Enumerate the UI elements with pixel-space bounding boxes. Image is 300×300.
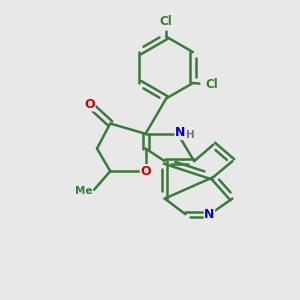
- Text: O: O: [140, 165, 151, 178]
- Text: Me: Me: [75, 186, 92, 196]
- Text: N: N: [204, 208, 215, 221]
- Text: O: O: [84, 98, 95, 111]
- Text: Cl: Cl: [160, 15, 172, 28]
- Text: H: H: [186, 130, 195, 140]
- Text: N: N: [175, 126, 185, 140]
- Text: Cl: Cl: [205, 78, 218, 91]
